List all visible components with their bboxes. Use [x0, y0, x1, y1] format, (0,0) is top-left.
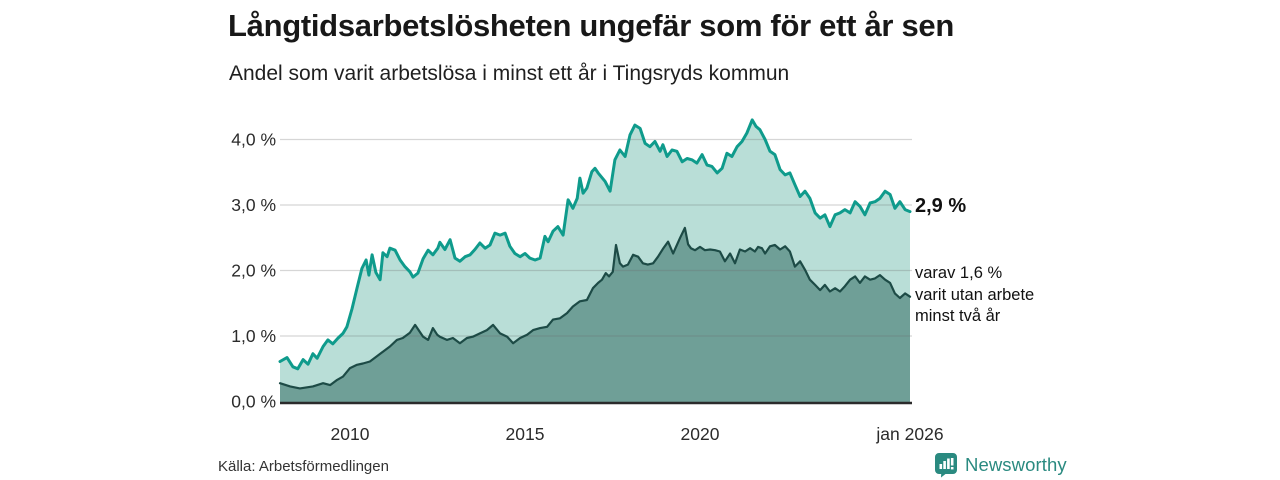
chart-subtitle: Andel som varit arbetslösa i minst ett å…	[229, 62, 790, 85]
x-tick-label: 2020	[681, 424, 720, 444]
y-tick-label: 4,0 %	[231, 130, 276, 150]
y-tick-label: 2,0 %	[231, 261, 276, 281]
y-tick-label: 1,0 %	[231, 326, 276, 346]
x-tick-label: 2015	[506, 424, 545, 444]
end-value-label: 2,9 %	[915, 195, 967, 217]
secondary-annotation-line: varav 1,6 %	[915, 264, 1003, 282]
series-upper-line	[278, 118, 912, 371]
brand-logo: Newsworthy	[934, 452, 1067, 478]
series-lower-area	[280, 227, 910, 402]
secondary-annotation: varav 1,6 % varit utan arbete minst två …	[915, 263, 1034, 328]
secondary-annotation-line: varit utan arbete	[915, 285, 1035, 304]
x-tick-label: jan 2026	[875, 424, 943, 444]
secondary-annotation-line: minst två år	[915, 307, 1001, 325]
series-lower-line	[278, 226, 912, 390]
y-tick-label: 3,0 %	[231, 195, 276, 215]
page-title: Långtidsarbetslösheten ungefär som för e…	[228, 8, 955, 43]
x-tick-label: 2010	[331, 424, 370, 444]
newsworthy-icon	[934, 452, 958, 478]
y-tick-label: 0,0 %	[231, 392, 276, 412]
source-note: Källa: Arbetsförmedlingen	[218, 458, 389, 475]
brand-name: Newsworthy	[965, 454, 1067, 475]
